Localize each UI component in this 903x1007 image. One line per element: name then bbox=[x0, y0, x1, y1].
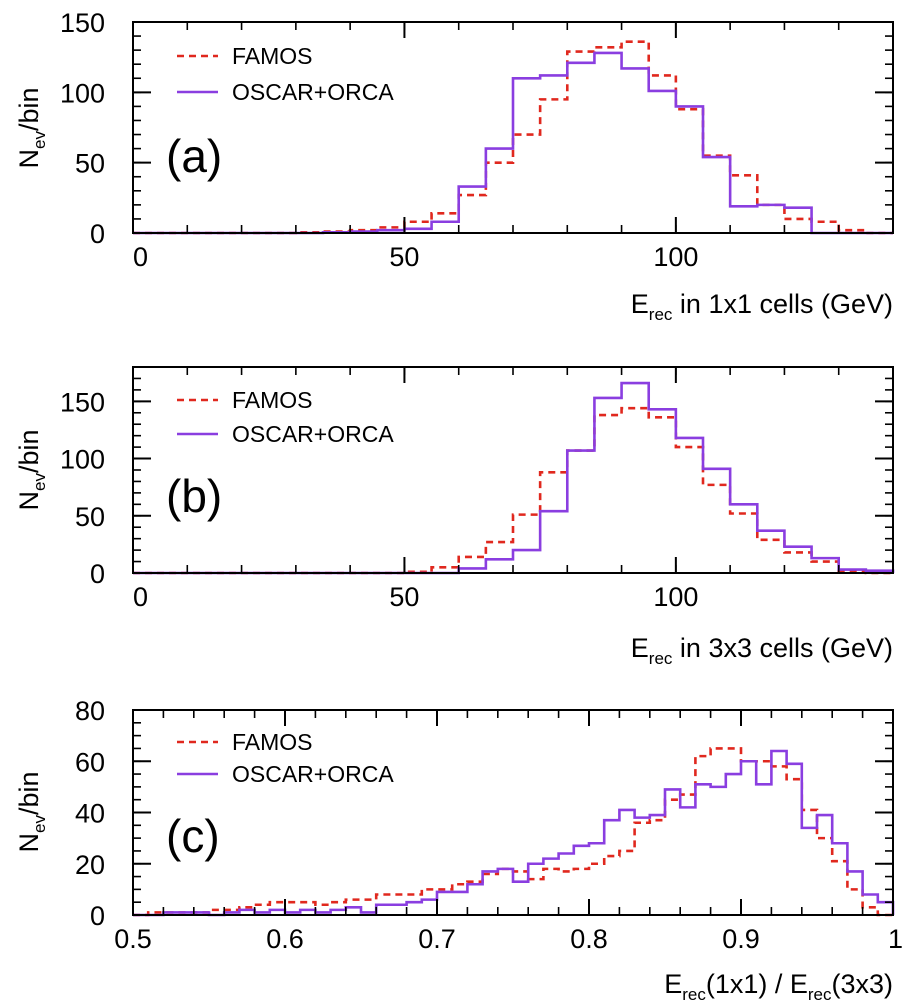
x-tick-label: 100 bbox=[653, 242, 698, 272]
x-axis-title: Erec in 3x3 cells (GeV) bbox=[631, 633, 893, 668]
legend-label-famos: FAMOS bbox=[232, 387, 313, 413]
series-famos-histogram bbox=[133, 747, 893, 917]
legend: FAMOS OSCAR+ORCA bbox=[177, 43, 394, 105]
y-axis-title-main: N bbox=[14, 491, 44, 511]
legend-label-famos: FAMOS bbox=[232, 43, 313, 69]
y-axis-title-tail: /bin bbox=[14, 87, 44, 131]
legend-label-oscar-orca: OSCAR+ORCA bbox=[232, 79, 394, 105]
y-axis-title-main: N bbox=[14, 149, 44, 169]
x-tick-label: 0.6 bbox=[266, 924, 304, 954]
legend-label-oscar-orca: OSCAR+ORCA bbox=[232, 421, 394, 447]
x-tick-label: 0.9 bbox=[722, 924, 760, 954]
y-tick-label: 20 bbox=[75, 850, 105, 880]
x-axis-title-subscript: rec bbox=[682, 985, 706, 1004]
y-tick-label: 0 bbox=[90, 901, 105, 931]
y-tick-label: 100 bbox=[60, 78, 105, 108]
legend: FAMOS OSCAR+ORCA bbox=[177, 387, 394, 447]
x-tick-label: 50 bbox=[389, 582, 419, 612]
x-axis-title-tail: in 3x3 cells (GeV) bbox=[672, 633, 893, 663]
x-axis-title-subscript-2: rec bbox=[808, 985, 832, 1004]
y-axis-title-subscript: ev bbox=[30, 131, 49, 149]
x-axis-title-main: E bbox=[631, 289, 649, 319]
panel-c: 0.5 0.6 0.7 0.8 0.9 1 0 20 40 60 80 Nev/bin Erec(1x1… bbox=[14, 696, 903, 1004]
y-tick-label: 0 bbox=[90, 219, 105, 249]
x-axis-title-subscript: rec bbox=[649, 305, 673, 324]
x-axis-title-tail: (1x1) / E bbox=[706, 969, 808, 999]
series-oscar-orca-histogram bbox=[133, 749, 895, 917]
legend-label-famos: FAMOS bbox=[232, 729, 313, 755]
y-tick-label: 150 bbox=[60, 387, 105, 417]
legend-label-oscar-orca: OSCAR+ORCA bbox=[232, 761, 394, 787]
y-axis-title: Nev/bin bbox=[14, 771, 49, 852]
x-axis-title-main: E bbox=[631, 633, 649, 663]
y-tick-label: 80 bbox=[75, 696, 105, 726]
x-axis-title-tail-2: (3x3) bbox=[831, 969, 893, 999]
y-axis-title-subscript: ev bbox=[30, 815, 49, 833]
y-axis-title-tail: /bin bbox=[14, 771, 44, 815]
y-axis-title: Nev/bin bbox=[14, 87, 49, 168]
x-tick-label: 0.7 bbox=[418, 924, 456, 954]
y-axis-title: Nev/bin bbox=[14, 429, 49, 510]
x-tick-label: 100 bbox=[653, 582, 698, 612]
panel-label: (b) bbox=[166, 470, 222, 522]
x-tick-label: 1 bbox=[888, 924, 903, 954]
y-tick-label: 150 bbox=[60, 8, 105, 38]
panel-a: 0 50 100 0 50 100 150 Nev/bin Erec in 1x1 cells … bbox=[14, 8, 894, 324]
y-tick-label: 100 bbox=[60, 445, 105, 475]
x-tick-label: 50 bbox=[389, 242, 419, 272]
y-axis-title-subscript: ev bbox=[30, 473, 49, 491]
x-tick-label: 0 bbox=[133, 242, 148, 272]
y-axis-title-main: N bbox=[14, 833, 44, 853]
x-tick-label: 0.8 bbox=[570, 924, 608, 954]
y-axis-title-tail: /bin bbox=[14, 429, 44, 473]
y-tick-label: 40 bbox=[75, 799, 105, 829]
panel-b: 0 50 100 0 50 100 150 Nev/bin Erec in 3x3 cells … bbox=[14, 366, 895, 668]
y-tick-label: 0 bbox=[90, 559, 105, 589]
x-tick-label: 0 bbox=[133, 582, 148, 612]
x-tick-label: 0.5 bbox=[114, 924, 152, 954]
y-tick-label: 50 bbox=[75, 149, 105, 179]
x-axis-title-tail: in 1x1 cells (GeV) bbox=[672, 289, 893, 319]
y-tick-label: 50 bbox=[75, 502, 105, 532]
y-tick-label: 60 bbox=[75, 747, 105, 777]
x-axis-title-main: E bbox=[664, 969, 682, 999]
x-axis-title: Erec(1x1) / Erec(3x3) bbox=[664, 969, 893, 1004]
panel-label: (c) bbox=[166, 810, 220, 862]
legend: FAMOS OSCAR+ORCA bbox=[177, 729, 394, 787]
x-axis-title: Erec in 1x1 cells (GeV) bbox=[631, 289, 893, 324]
panel-label: (a) bbox=[166, 130, 222, 182]
x-axis-title-subscript: rec bbox=[649, 649, 673, 668]
